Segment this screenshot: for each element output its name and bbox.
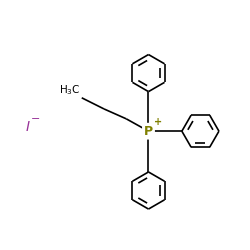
Text: I: I: [25, 120, 29, 134]
Text: +: +: [154, 117, 162, 127]
Text: H$_3$C: H$_3$C: [59, 83, 80, 96]
Text: −: −: [30, 114, 40, 124]
Text: P: P: [144, 125, 153, 138]
